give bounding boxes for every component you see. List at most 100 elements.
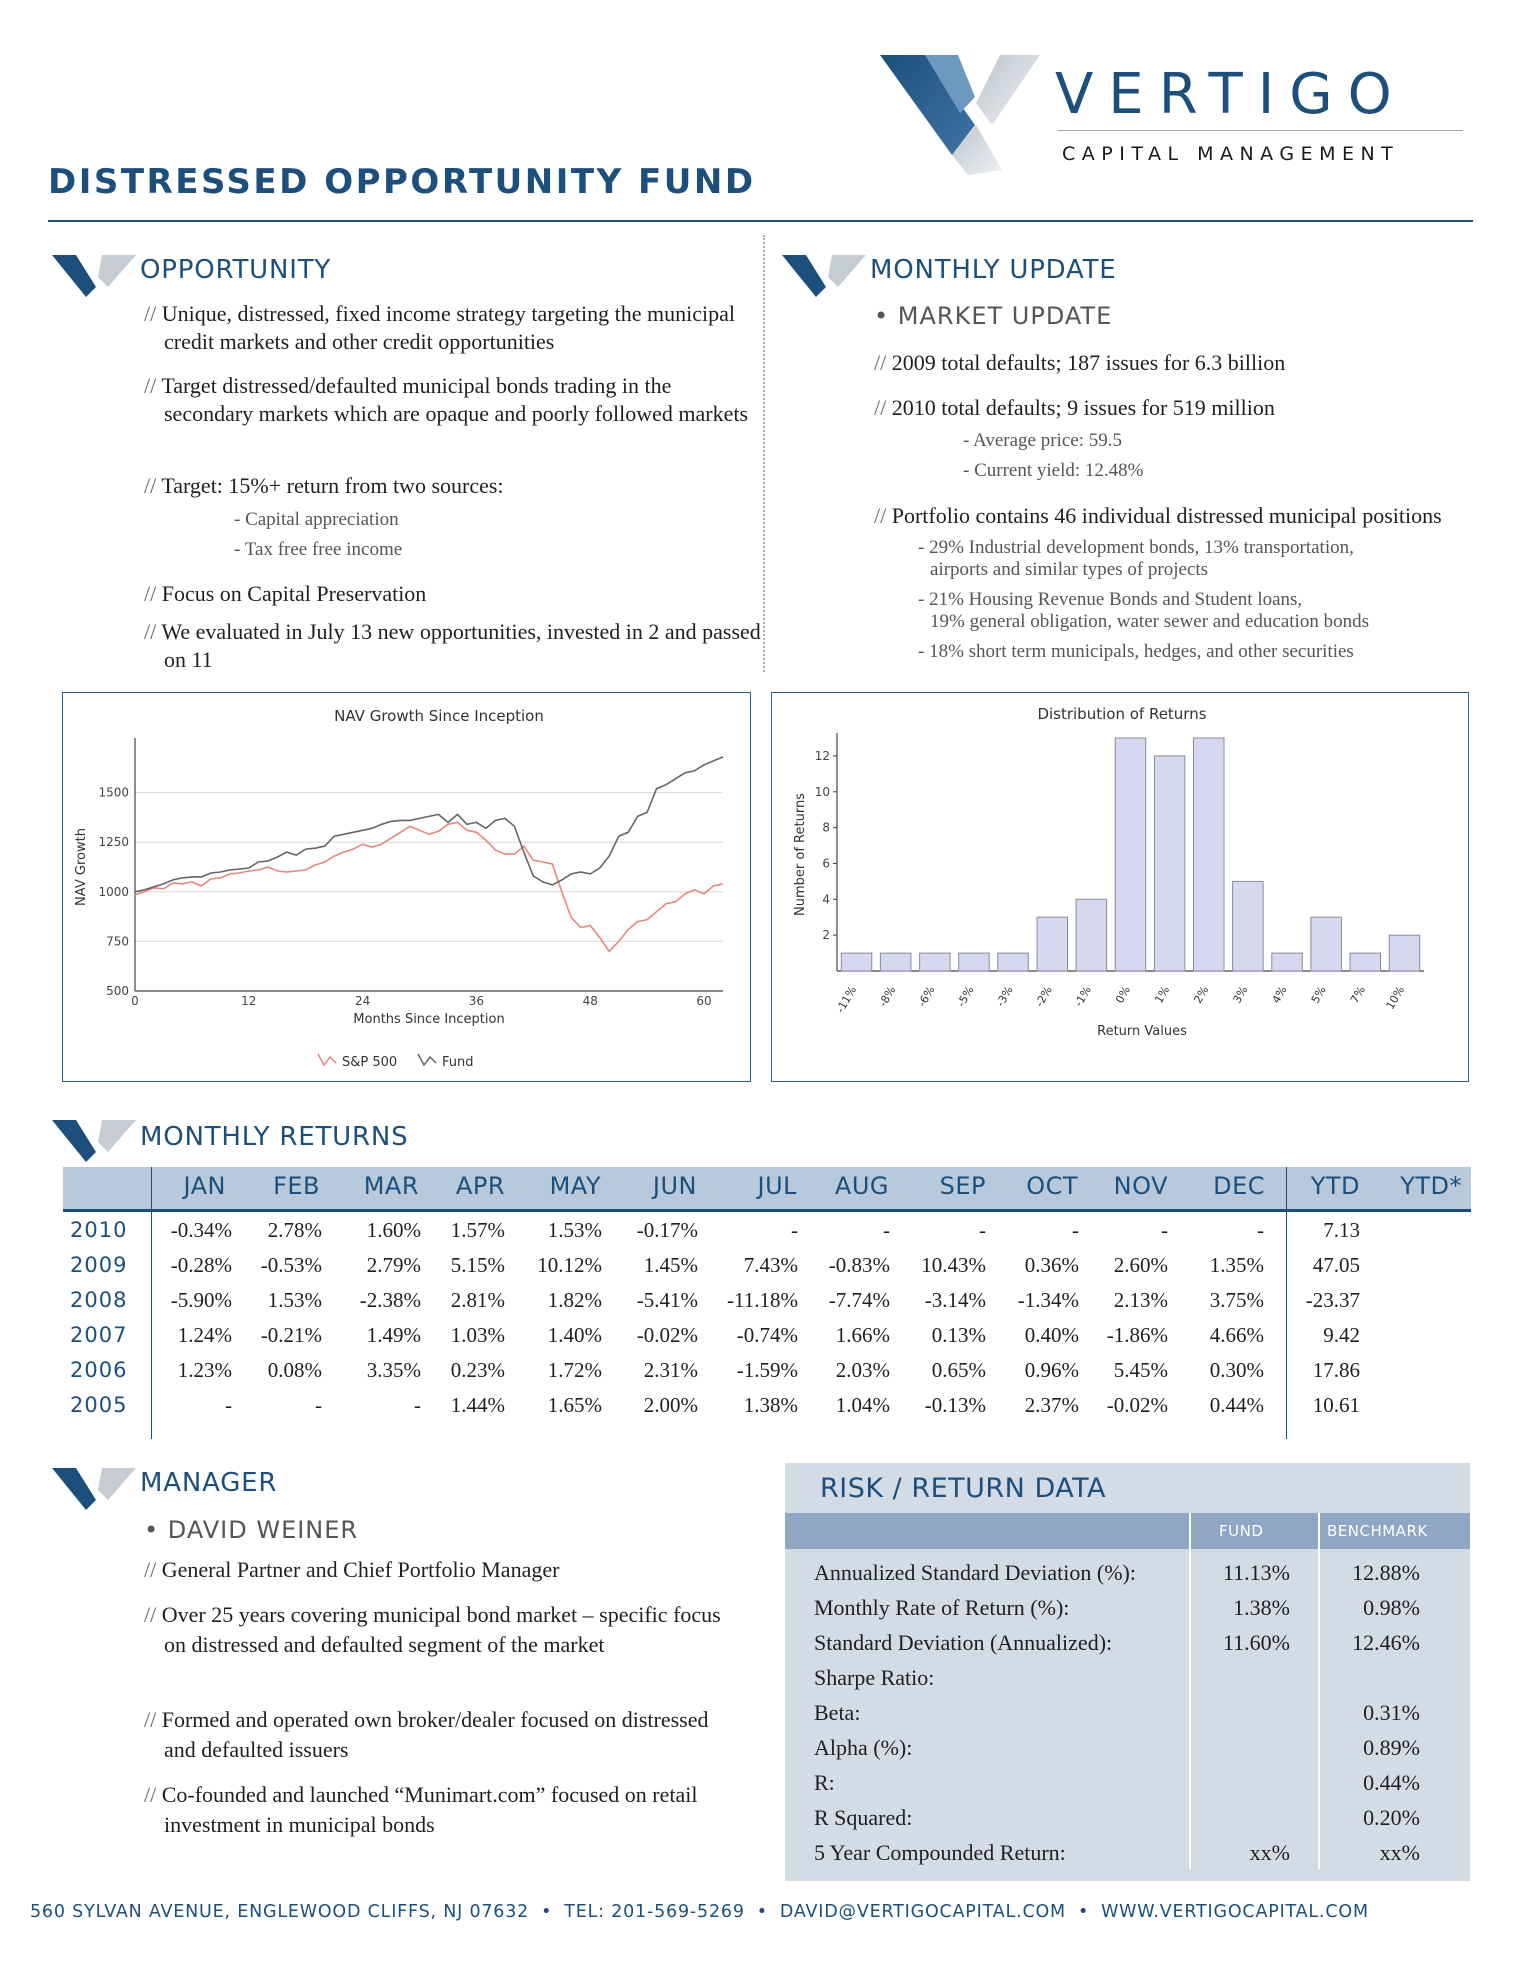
returns-cell: -2.38% bbox=[359, 1288, 421, 1312]
returns-cell: 0.23% bbox=[450, 1358, 505, 1382]
monthly-update-title: MONTHLY UPDATE bbox=[870, 255, 1117, 285]
risk-col-benchmark: BENCHMARK bbox=[1327, 1522, 1428, 1540]
returns-cell: 10.12% bbox=[537, 1253, 602, 1277]
returns-cell: 1.72% bbox=[547, 1358, 602, 1382]
bar--1% bbox=[1075, 898, 1108, 972]
returns-cell: - bbox=[883, 1218, 890, 1242]
risk-divider bbox=[1318, 1513, 1320, 1869]
x-tick-label: -6% bbox=[915, 984, 937, 1009]
opportunity-item: // Focus on Capital Preservation bbox=[144, 581, 427, 606]
returns-cell: 10.61 bbox=[1312, 1393, 1360, 1417]
bar-2% bbox=[1193, 737, 1225, 972]
section-v-mark-icon bbox=[52, 1468, 136, 1510]
risk-benchmark-value: 0.44% bbox=[1363, 1770, 1420, 1795]
x-tick-label: 24 bbox=[355, 994, 370, 1008]
returns-col-header: OCT bbox=[1026, 1172, 1078, 1200]
footer-email[interactable]: DAVID@VERTIGOCAPITAL.COM bbox=[779, 1902, 1066, 1922]
returns-cell: -0.28% bbox=[170, 1253, 232, 1277]
x-axis-label: Return Values bbox=[1097, 1024, 1187, 1039]
returns-col-header: JUN bbox=[652, 1172, 697, 1200]
risk-return-title: RISK / RETURN DATA bbox=[820, 1473, 1107, 1504]
y-tick-label: 12 bbox=[815, 749, 830, 763]
risk-label: R: bbox=[814, 1770, 835, 1795]
returns-year: 2010 bbox=[70, 1218, 128, 1242]
risk-col-fund: FUND bbox=[1219, 1522, 1264, 1540]
returns-cell: 2.60% bbox=[1113, 1253, 1168, 1277]
returns-cell: -0.21% bbox=[260, 1323, 322, 1347]
y-tick-label: 750 bbox=[106, 934, 129, 948]
x-tick-label: 36 bbox=[469, 994, 484, 1008]
returns-cell: 1.45% bbox=[643, 1253, 698, 1277]
returns-col-header: DEC bbox=[1213, 1172, 1265, 1200]
returns-year: 2007 bbox=[70, 1323, 128, 1347]
returns-cell: - bbox=[1257, 1218, 1264, 1242]
x-tick-label: 60 bbox=[696, 994, 711, 1008]
returns-cell: - bbox=[1072, 1218, 1079, 1242]
returns-year: 2009 bbox=[70, 1253, 128, 1277]
opportunity-subitem: - Tax free free income bbox=[234, 539, 403, 560]
returns-cell: -5.41% bbox=[636, 1288, 698, 1312]
header-rule bbox=[48, 220, 1473, 222]
risk-benchmark-value: 12.88% bbox=[1352, 1560, 1420, 1585]
returns-cell: 0.40% bbox=[1024, 1323, 1079, 1347]
returns-cell: -0.83% bbox=[828, 1253, 890, 1277]
manager-item: // Co-founded and launched “Munimart.com… bbox=[144, 1782, 698, 1837]
returns-cell: 0.44% bbox=[1209, 1393, 1264, 1417]
risk-header-band bbox=[785, 1513, 1470, 1549]
portfolio-line: 19% general obligation, water sewer and … bbox=[930, 611, 1369, 632]
opportunity-item: // Unique, distressed, fixed income stra… bbox=[144, 301, 736, 354]
returns-year: 2006 bbox=[70, 1358, 128, 1382]
returns-cell: 0.08% bbox=[267, 1358, 322, 1382]
returns-cell: 1.66% bbox=[835, 1323, 890, 1347]
risk-label: Annualized Standard Deviation (%): bbox=[814, 1560, 1136, 1585]
y-tick-label: 8 bbox=[822, 821, 830, 835]
x-tick-label: 1% bbox=[1152, 984, 1172, 1006]
bar--2% bbox=[1036, 916, 1068, 972]
nav-growth-chart: NAV Growth Since Inception 500 750 1000 1250… bbox=[62, 692, 751, 1082]
returns-cell: 47.05 bbox=[1312, 1253, 1360, 1277]
x-tick-label: 7% bbox=[1348, 984, 1368, 1006]
returns-cell: - bbox=[1161, 1218, 1168, 1242]
risk-label: Alpha (%): bbox=[814, 1735, 913, 1760]
returns-cell: -0.02% bbox=[1106, 1393, 1168, 1417]
x-tick-label: -1% bbox=[1072, 984, 1094, 1009]
footer-address: 560 SYLVAN AVENUE, ENGLEWOOD CLIFFS, NJ … bbox=[30, 1902, 530, 1922]
risk-divider bbox=[1189, 1513, 1191, 1869]
returns-cell: 1.24% bbox=[177, 1323, 232, 1347]
bar--3% bbox=[997, 952, 1029, 972]
returns-cell: - bbox=[414, 1393, 421, 1417]
returns-col-header: JUL bbox=[757, 1172, 797, 1200]
manager-item: // Formed and operated own broker/dealer… bbox=[144, 1707, 709, 1762]
risk-fund-value: 1.38% bbox=[1233, 1595, 1290, 1620]
returns-col-header: YTD* bbox=[1400, 1172, 1462, 1200]
x-tick-label: 12 bbox=[241, 994, 256, 1008]
returns-cell: 5.45% bbox=[1113, 1358, 1168, 1382]
returns-cell: 1.35% bbox=[1209, 1253, 1264, 1277]
x-tick-label: -2% bbox=[1033, 984, 1055, 1009]
portfolio-line: - 21% Housing Revenue Bonds and Student … bbox=[918, 589, 1303, 610]
y-tick-label: 1500 bbox=[98, 786, 129, 800]
returns-col-header: AUG bbox=[834, 1172, 889, 1200]
y-axis-label: Number of Returns bbox=[793, 793, 808, 916]
x-tick-label: 4% bbox=[1270, 984, 1290, 1006]
returns-cell: -5.90% bbox=[170, 1288, 232, 1312]
risk-benchmark-value: 12.46% bbox=[1352, 1630, 1420, 1655]
returns-cell: 1.44% bbox=[450, 1393, 505, 1417]
legend-swatch bbox=[317, 1053, 337, 1067]
footer-web[interactable]: WWW.VERTIGOCAPITAL.COM bbox=[1101, 1902, 1369, 1922]
update-item: // Portfolio contains 46 individual dist… bbox=[874, 503, 1442, 528]
returns-cell: -0.74% bbox=[736, 1323, 798, 1347]
risk-benchmark-value: 0.20% bbox=[1363, 1805, 1420, 1830]
returns-divider bbox=[1286, 1167, 1287, 1439]
manager-item: // Over 25 years covering municipal bond… bbox=[144, 1602, 721, 1657]
y-tick-label: 1250 bbox=[98, 835, 129, 849]
returns-cell: 1.53% bbox=[267, 1288, 322, 1312]
returns-col-header: APR bbox=[455, 1172, 505, 1200]
legend-swatch bbox=[417, 1053, 437, 1067]
returns-cell: 0.13% bbox=[931, 1323, 986, 1347]
opportunity-subitem: - Capital appreciation bbox=[234, 509, 399, 530]
y-tick-label: 1000 bbox=[98, 885, 129, 899]
returns-header-rule bbox=[63, 1209, 1471, 1212]
risk-label: Monthly Rate of Return (%): bbox=[814, 1595, 1070, 1620]
update-subitem: - Average price: 59.5 bbox=[963, 430, 1122, 451]
